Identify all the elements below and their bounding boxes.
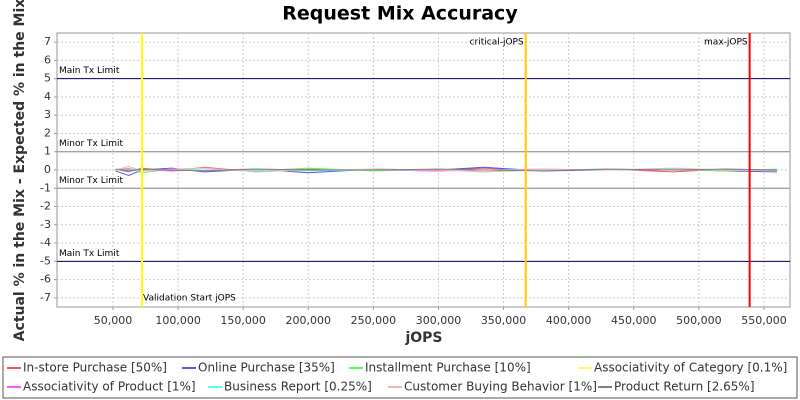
y-tick-label: 1 bbox=[44, 145, 51, 158]
legend-label: Business Report [0.25%] bbox=[224, 380, 372, 394]
limit-label: Minor Tx Limit bbox=[59, 139, 124, 149]
x-tick-label: 250,000 bbox=[351, 314, 397, 327]
legend bbox=[2, 356, 798, 399]
chart-title: Request Mix Accuracy bbox=[282, 3, 518, 25]
y-tick-label: -3 bbox=[40, 218, 51, 231]
y-axis-label: Actual % in the Mix - Expected % in the … bbox=[12, 0, 28, 341]
y-tick-label: 2 bbox=[44, 126, 51, 139]
x-tick-label: 50,000 bbox=[94, 314, 133, 327]
x-tick-label: 450,000 bbox=[611, 314, 657, 327]
legend-label: Associativity of Category [0.1%] bbox=[594, 361, 787, 375]
legend-label: Installment Purchase [10%] bbox=[365, 361, 531, 375]
series-line bbox=[115, 168, 777, 172]
marker-label: max-jOPS bbox=[704, 38, 748, 48]
y-tick-label: -6 bbox=[40, 273, 51, 286]
marker-label: critical-jOPS bbox=[470, 38, 524, 48]
x-tick-label: 200,000 bbox=[286, 314, 332, 327]
x-tick-label: 350,000 bbox=[481, 314, 527, 327]
y-tick-label: 7 bbox=[44, 35, 51, 48]
y-tick-label: -7 bbox=[40, 291, 51, 304]
y-tick-label: 6 bbox=[44, 53, 51, 66]
x-tick-label: 300,000 bbox=[416, 314, 462, 327]
series-line bbox=[115, 165, 777, 173]
limit-label: Minor Tx Limit bbox=[59, 176, 124, 186]
y-tick-label: -5 bbox=[40, 254, 51, 267]
x-tick-label: 500,000 bbox=[676, 314, 722, 327]
y-tick-label: 5 bbox=[44, 72, 51, 85]
limit-label: Main Tx Limit bbox=[59, 249, 120, 259]
y-tick-label: -1 bbox=[40, 181, 51, 194]
y-tick-label: -2 bbox=[40, 200, 51, 213]
limit-label: Main Tx Limit bbox=[59, 66, 120, 76]
legend-label: Customer Buying Behavior [1%] bbox=[404, 380, 597, 394]
x-tick-label: 100,000 bbox=[155, 314, 201, 327]
y-tick-label: 3 bbox=[44, 108, 51, 121]
y-tick-label: 0 bbox=[44, 163, 51, 176]
legend-label: In-store Purchase [50%] bbox=[23, 361, 167, 375]
x-tick-label: 400,000 bbox=[546, 314, 592, 327]
x-tick-label: 550,000 bbox=[741, 314, 787, 327]
x-axis-label: jOPS bbox=[404, 330, 442, 346]
legend-label: Online Purchase [35%] bbox=[198, 361, 335, 375]
x-tick-label: 150,000 bbox=[220, 314, 266, 327]
legend-label: Product Return [2.65%] bbox=[614, 380, 755, 394]
marker-label: Validation Start jOPS bbox=[143, 294, 236, 304]
y-tick-label: 4 bbox=[44, 90, 51, 103]
y-tick-label: -4 bbox=[40, 236, 51, 249]
legend-label: Associativity of Product [1%] bbox=[23, 380, 196, 394]
